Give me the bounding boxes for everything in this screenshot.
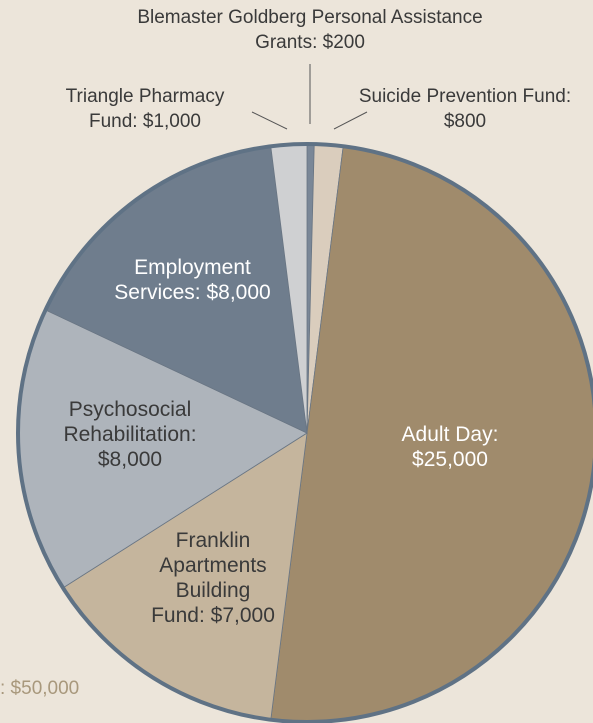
category-label: Franklin Apartments Building Fund: xyxy=(151,529,267,627)
slice-label: Franklin Apartments Building Fund: $7,00… xyxy=(148,528,278,628)
leader-line xyxy=(251,111,288,130)
category-label: Blemaster Goldberg Personal Assistance G… xyxy=(137,7,483,53)
value-label: $1,000 xyxy=(142,111,201,132)
total-annotation: : $50,000 xyxy=(0,678,80,699)
category-label: Suicide Prevention Fund: xyxy=(358,86,572,107)
value-label: $8,000 xyxy=(97,448,163,471)
leader-lines xyxy=(251,64,368,130)
category-label: Adult Day: xyxy=(401,423,499,446)
slice-label: Blemaster Goldberg Personal Assistance G… xyxy=(120,5,500,55)
value-label: $800 xyxy=(443,111,487,132)
slice-label: Psychosocial Rehabilitation: $8,000 xyxy=(30,397,230,472)
leader-line xyxy=(333,111,368,130)
pie-border xyxy=(16,142,593,723)
slice-label: Suicide Prevention Fund: $800 xyxy=(355,84,575,134)
slice-label: Employment Services: $8,000 xyxy=(95,255,290,305)
category-label: Triangle Pharmacy Fund: xyxy=(65,86,225,132)
value-label: $8,000 xyxy=(206,281,271,304)
category-label: Psychosocial Rehabilitation: xyxy=(63,398,197,446)
value-label: $25,000 xyxy=(412,448,488,471)
slice-label: Adult Day: $25,000 xyxy=(370,422,530,472)
value-label: $7,000 xyxy=(210,604,275,627)
value-label: $200 xyxy=(322,32,365,53)
category-label: Employment Services: xyxy=(114,256,251,304)
slice-label: Triangle Pharmacy Fund: $1,000 xyxy=(40,84,250,134)
